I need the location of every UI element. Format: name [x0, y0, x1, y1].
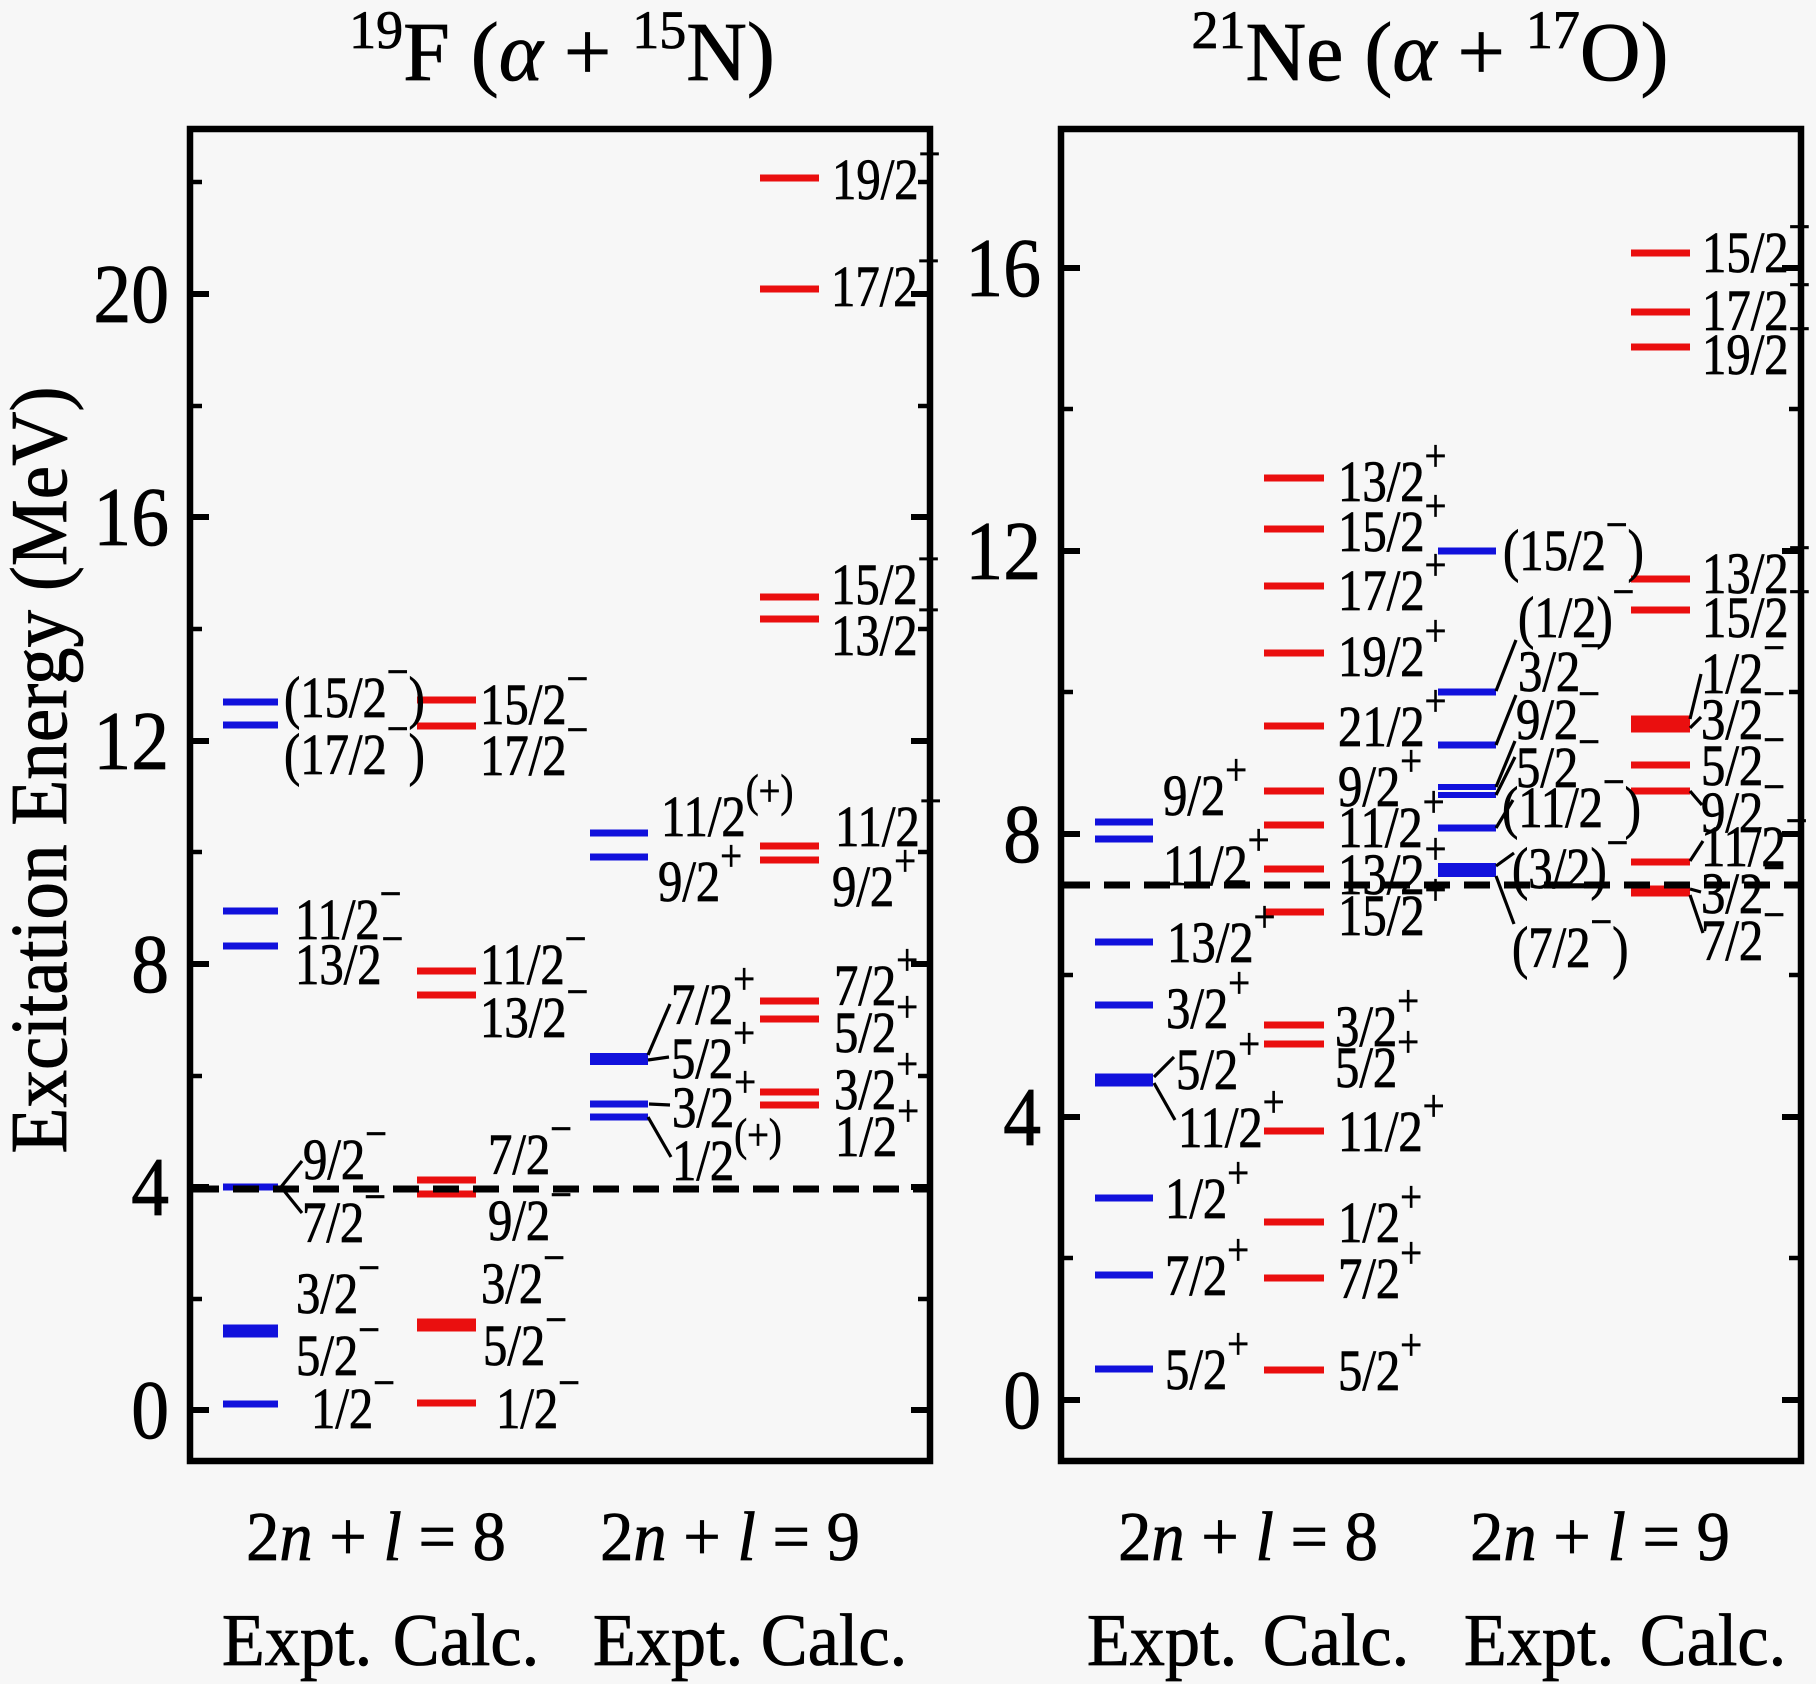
- svg-text:11/2+: 11/2+: [835, 776, 942, 859]
- svg-text:17/2+: 17/2+: [831, 236, 939, 319]
- svg-text:2n + l = 8: 2n + l = 8: [246, 1497, 506, 1575]
- svg-text:19​F (α + 15​N): 19​F (α + 15​N): [349, 0, 775, 99]
- svg-text:Expt.: Expt.: [1464, 1599, 1614, 1681]
- svg-text:5/2+: 5/2+: [1165, 1319, 1249, 1402]
- svg-text:Calc.: Calc.: [761, 1599, 907, 1681]
- svg-text:Excitation Energy (MeV): Excitation Energy (MeV): [0, 387, 84, 1154]
- svg-text:2n + l = 8: 2n + l = 8: [1118, 1497, 1378, 1575]
- svg-text:20: 20: [93, 248, 169, 341]
- svg-text:12: 12: [965, 505, 1041, 598]
- svg-text:Expt.: Expt.: [1087, 1599, 1237, 1681]
- svg-text:16: 16: [93, 471, 169, 564]
- svg-text:12: 12: [93, 695, 169, 788]
- svg-text:13/2+: 13/2+: [1167, 892, 1275, 975]
- svg-text:4: 4: [131, 1141, 169, 1234]
- svg-text:1/2+: 1/2+: [1165, 1148, 1249, 1231]
- svg-text:16: 16: [965, 222, 1041, 315]
- svg-text:7/2+: 7/2+: [1165, 1225, 1249, 1308]
- svg-text:Calc.: Calc.: [1640, 1599, 1786, 1681]
- svg-text:8: 8: [131, 918, 169, 1011]
- svg-text:11/2(+): 11/2(+): [661, 766, 793, 849]
- svg-text:Expt.: Expt.: [593, 1599, 743, 1681]
- svg-text:4: 4: [1003, 1071, 1041, 1164]
- svg-text:0: 0: [1003, 1354, 1041, 1447]
- svg-text:Calc.: Calc.: [393, 1599, 539, 1681]
- svg-text:9/2+: 9/2+: [1163, 745, 1247, 828]
- svg-text:19/2+: 19/2+: [832, 129, 940, 212]
- svg-text:0: 0: [131, 1364, 169, 1457]
- svg-text:21​Ne (α + 17​O): 21​Ne (α + 17​O): [1191, 0, 1668, 99]
- svg-text:(7/2−): (7/2−): [1512, 897, 1628, 980]
- svg-text:Expt.: Expt.: [222, 1599, 372, 1681]
- svg-text:5/2+: 5/2+: [1338, 1320, 1422, 1403]
- svg-text:Calc.: Calc.: [1263, 1599, 1409, 1681]
- svg-text:2n + l = 9: 2n + l = 9: [600, 1497, 860, 1575]
- svg-text:8: 8: [1003, 788, 1041, 881]
- svg-text:2n + l = 9: 2n + l = 9: [1470, 1497, 1730, 1575]
